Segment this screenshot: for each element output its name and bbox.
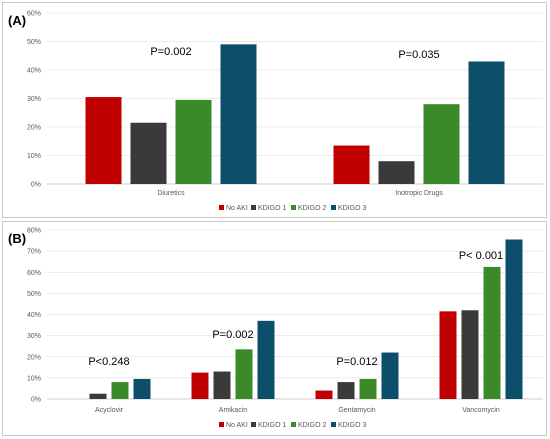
x-category-label: Amikacin [219, 407, 248, 414]
bar [505, 239, 523, 399]
y-tick-label: 50% [27, 291, 41, 298]
x-category-label: Gentamycin [338, 407, 375, 414]
bar [130, 122, 167, 184]
y-tick-label: 10% [27, 375, 41, 382]
panel-label: (B) [8, 231, 26, 246]
legend-swatch [251, 205, 256, 210]
chart-a: (A) 0% 10% 20% 30% 40% 50% 60% Diuretics P=0.002 I… [8, 11, 543, 212]
legend-swatch [219, 205, 224, 210]
y-tick-label: 0% [31, 397, 41, 404]
bar [359, 378, 377, 399]
bar [111, 382, 129, 399]
y-tick-label: 60% [27, 270, 41, 277]
y-tick-label: 60% [27, 11, 41, 18]
bar [315, 390, 333, 399]
bar [439, 311, 457, 399]
chart-panel-b: (B) 0% 10% 20% 30% 40% 50% 60% 70% 80% Acyclovir P<… [2, 221, 547, 436]
p-value-label: P=0.035 [398, 49, 439, 61]
x-category-label: Acyclovir [95, 407, 124, 414]
legend-label: No AKI [226, 205, 248, 212]
y-tick-label: 10% [27, 153, 41, 160]
y-tick-label: 40% [27, 68, 41, 75]
legend-swatch [331, 205, 336, 210]
bar [483, 266, 501, 399]
legend-label: KDIGO 1 [258, 205, 287, 212]
x-category-label: Diuretics [157, 190, 185, 197]
y-tick-label: 20% [27, 125, 41, 132]
p-value-label: P=0.002 [150, 46, 191, 58]
legend-swatch [219, 422, 224, 427]
bar [133, 378, 151, 399]
legend-swatch [291, 422, 296, 427]
chart-panel-a: (A) 0% 10% 20% 30% 40% 50% 60% Diuretics P=0.002 I… [2, 2, 547, 218]
bar [461, 310, 479, 399]
legend-label: No AKI [226, 422, 248, 429]
legend-label: KDIGO 1 [258, 422, 287, 429]
legend-swatch [251, 422, 256, 427]
legend-label: KDIGO 2 [298, 205, 327, 212]
bar [337, 382, 355, 399]
y-tick-label: 80% [27, 228, 41, 235]
bar [468, 61, 505, 185]
legend-label: KDIGO 2 [298, 422, 327, 429]
bar [175, 99, 212, 184]
x-category-label: Vancomycin [462, 407, 500, 414]
bar [381, 352, 399, 399]
p-value-label: P<0.248 [88, 356, 129, 368]
bar [85, 97, 122, 184]
y-tick-label: 30% [27, 333, 41, 340]
bar [378, 161, 415, 184]
bar [257, 320, 275, 399]
y-tick-label: 50% [27, 39, 41, 46]
y-tick-label: 30% [27, 96, 41, 103]
y-tick-label: 70% [27, 249, 41, 256]
y-tick-label: 0% [31, 182, 41, 189]
legend-swatch [291, 205, 296, 210]
bar [213, 371, 231, 399]
bar [220, 44, 257, 184]
legend-swatch [331, 422, 336, 427]
p-value-label: P< 0.001 [459, 250, 503, 262]
bar [423, 104, 460, 184]
bar [333, 145, 370, 184]
legend-label: KDIGO 3 [338, 205, 367, 212]
bar [235, 349, 253, 399]
x-category-label: Inotropic Drugs [395, 190, 443, 197]
chart-b: (B) 0% 10% 20% 30% 40% 50% 60% 70% 80% Acyclovir P<… [8, 228, 543, 429]
y-tick-label: 20% [27, 354, 41, 361]
y-tick-label: 40% [27, 312, 41, 319]
bar [89, 393, 107, 399]
bar [191, 372, 209, 399]
panel-label: (A) [8, 13, 26, 28]
legend-label: KDIGO 3 [338, 422, 367, 429]
p-value-label: P=0.012 [336, 356, 377, 368]
p-value-label: P=0.002 [212, 329, 253, 341]
